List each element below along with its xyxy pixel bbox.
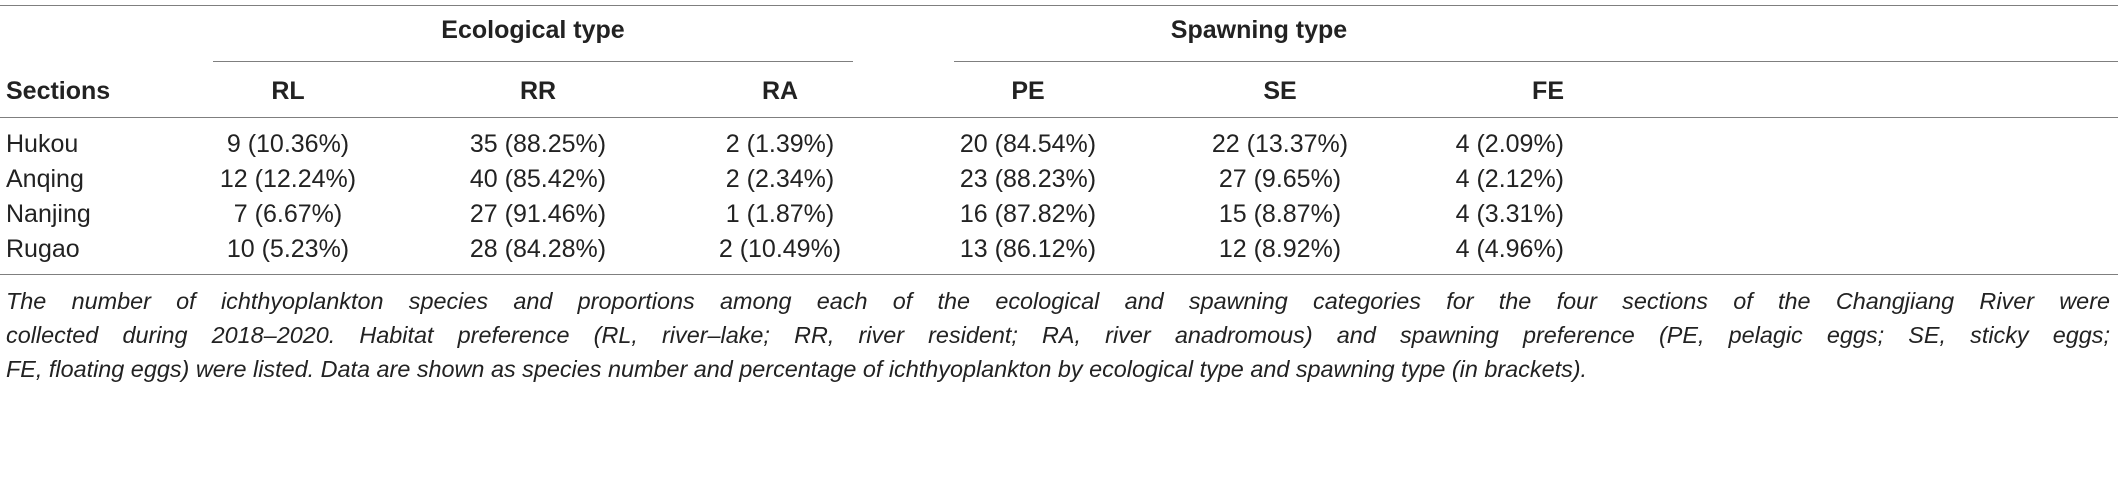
- caption-line: The number of ichthyoplankton species an…: [6, 288, 2110, 314]
- group-header-ecological: Ecological type: [441, 16, 625, 44]
- table-cell: 27 (9.65%): [1218, 165, 1342, 193]
- table-top-rule: [0, 5, 2118, 6]
- row-label: Hukou: [6, 130, 79, 158]
- table-bottom-rule: [0, 274, 2118, 275]
- table-cell: 22 (13.37%): [1211, 130, 1349, 158]
- caption-line: FE, floating eggs) were listed. Data are…: [6, 356, 1588, 382]
- table-cell: 28 (84.28%): [469, 235, 607, 263]
- row-label: Nanjing: [6, 200, 91, 228]
- table-cell: 9 (10.36%): [226, 130, 350, 158]
- table-cell: 16 (87.82%): [959, 200, 1097, 228]
- ecological-group-underline: [213, 61, 853, 62]
- group-header-spawning: Spawning type: [1170, 16, 1348, 44]
- table-cell: 40 (85.42%): [469, 165, 607, 193]
- header-bottom-rule: [0, 117, 2118, 118]
- table-cell: 4 (3.31%): [1455, 200, 1564, 228]
- table-cell: 2 (2.34%): [725, 165, 835, 193]
- table-cell: 4 (2.12%): [1455, 165, 1564, 193]
- table-cell: 20 (84.54%): [959, 130, 1097, 158]
- column-header-rr: RR: [519, 77, 557, 105]
- table-cell: 12 (8.92%): [1218, 235, 1342, 263]
- spawning-group-underline: [954, 61, 2118, 62]
- column-header-fe: FE: [1532, 77, 1564, 105]
- caption-line: collected during 2018–2020. Habitat pref…: [6, 322, 2110, 348]
- table-cell: 2 (1.39%): [725, 130, 835, 158]
- table-cell: 10 (5.23%): [226, 235, 350, 263]
- table-cell: 13 (86.12%): [959, 235, 1097, 263]
- table-cell: 1 (1.87%): [725, 200, 835, 228]
- table-cell: 2 (10.49%): [718, 235, 842, 263]
- table-cell: 15 (8.87%): [1218, 200, 1342, 228]
- column-header-se: SE: [1263, 77, 1297, 105]
- table-cell: 12 (12.24%): [219, 165, 357, 193]
- table-cell: 4 (4.96%): [1455, 235, 1564, 263]
- table-cell: 35 (88.25%): [469, 130, 607, 158]
- column-header-ra: RA: [761, 77, 799, 105]
- table-cell: 27 (91.46%): [469, 200, 607, 228]
- row-label: Rugao: [6, 235, 80, 263]
- column-header-sections: Sections: [6, 77, 111, 105]
- row-label: Anqing: [6, 165, 84, 193]
- table-caption: The number of ichthyoplankton species an…: [6, 284, 2110, 386]
- table-cell: 23 (88.23%): [959, 165, 1097, 193]
- column-header-pe: PE: [1011, 77, 1045, 105]
- table-cell: 4 (2.09%): [1455, 130, 1564, 158]
- column-header-rl: RL: [271, 77, 305, 105]
- table-cell: 7 (6.67%): [233, 200, 343, 228]
